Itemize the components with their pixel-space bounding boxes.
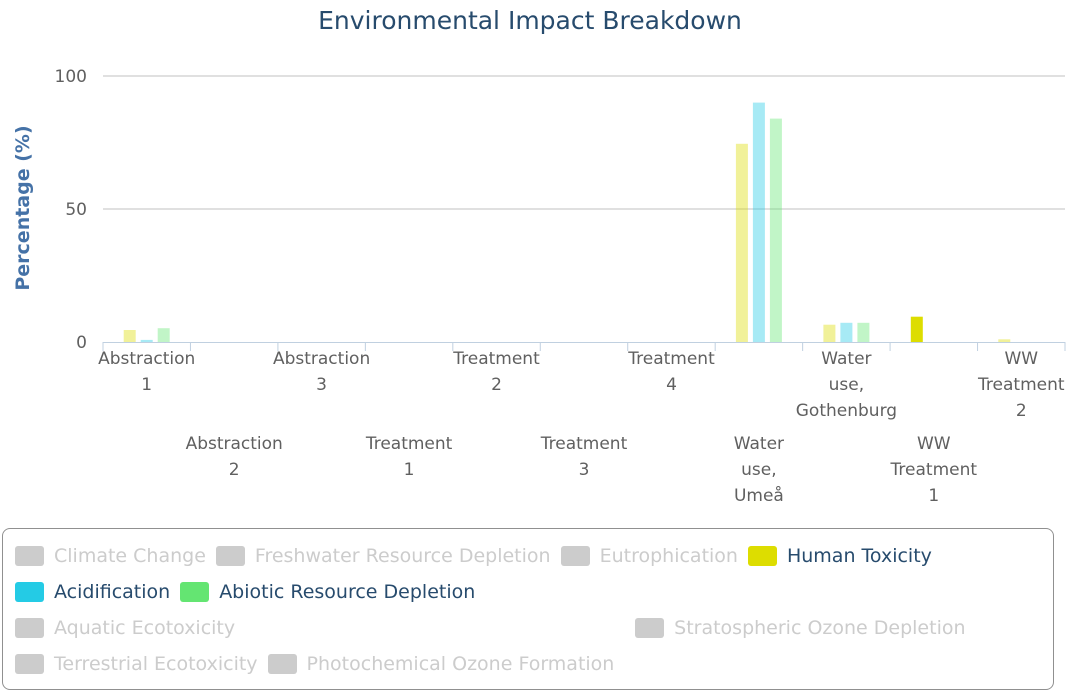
legend-swatch — [267, 654, 297, 674]
legend-label: Photochemical Ozone Formation — [306, 653, 615, 675]
legend-item[interactable]: Freshwater Resource Depletion — [215, 538, 551, 574]
x-tick-label: Treatment 2 — [452, 349, 540, 395]
x-tick-label: Water use, Umeå — [734, 434, 784, 506]
x-tick-label: Treatment 1 — [365, 434, 453, 480]
legend-item[interactable]: Abiotic Resource Depletion — [180, 574, 475, 610]
legend-label: Freshwater Resource Depletion — [254, 545, 551, 567]
legend-swatch — [180, 582, 210, 602]
legend-swatch — [15, 654, 44, 674]
legend-swatch — [15, 582, 44, 602]
bar[interactable] — [823, 324, 836, 342]
x-tick-label: WW Treatment 1 — [890, 434, 978, 506]
x-tick-label: Abstraction 1 — [98, 349, 195, 395]
legend-label: Terrestrial Ecotoxicity — [54, 653, 258, 675]
legend-label: Abiotic Resource Depletion — [219, 581, 476, 603]
legend-label: Stratospheric Ozone Depletion — [674, 617, 966, 639]
legend-label: Climate Change — [54, 545, 206, 567]
x-tick-label: Abstraction 3 — [273, 349, 370, 395]
y-axis-ticks: 0 50 100 — [55, 67, 87, 353]
legend-item[interactable]: Acidification — [15, 574, 170, 610]
bar[interactable] — [840, 322, 853, 342]
y-axis-title: Percentage (%) — [12, 125, 34, 290]
legend-swatch — [635, 618, 665, 638]
bar[interactable] — [123, 330, 136, 342]
bar[interactable] — [910, 316, 923, 342]
x-tick-label: Water use, Gothenburg — [796, 349, 897, 421]
legend-label: Human Toxicity — [786, 545, 932, 567]
x-tick-label: Treatment 4 — [627, 349, 715, 395]
legend: Climate Change Freshwater Resource Deplet… — [2, 528, 1054, 690]
legend-item[interactable]: Eutrophication — [560, 538, 738, 574]
y-tick-label: 0 — [76, 333, 87, 353]
bar[interactable] — [735, 143, 748, 342]
legend-swatch — [15, 546, 44, 566]
plot-area — [123, 102, 1011, 342]
legend-item[interactable]: Stratospheric Ozone Depletion — [635, 610, 966, 646]
chart: Environmental Impact Breakdown Percentag… — [12, 6, 1066, 506]
legend-item[interactable]: Terrestrial Ecotoxicity — [15, 646, 258, 682]
bar[interactable] — [998, 339, 1011, 342]
y-tick-label: 50 — [65, 200, 87, 220]
bar[interactable] — [857, 322, 870, 342]
x-tick-label: WW Treatment 2 — [977, 349, 1065, 421]
legend-item[interactable]: Aquatic Ecotoxicity — [15, 610, 235, 646]
bar[interactable] — [752, 102, 765, 342]
legend-swatch — [560, 546, 590, 566]
legend-swatch — [15, 618, 44, 638]
legend-swatch — [215, 546, 245, 566]
x-tick-label: Treatment 3 — [540, 434, 628, 480]
bar[interactable] — [157, 328, 170, 342]
legend-swatch — [747, 546, 777, 566]
legend-label: Acidification — [54, 581, 171, 603]
legend-item[interactable]: Human Toxicity — [747, 538, 932, 574]
x-axis: Abstraction 1 Abstraction 2 Abstraction 3 Trea… — [98, 342, 1066, 506]
legend-item[interactable]: Photochemical Ozone Formation — [267, 646, 615, 682]
grid-lines — [103, 75, 1065, 210]
legend-label: Aquatic Ecotoxicity — [54, 617, 236, 639]
bar[interactable] — [769, 118, 782, 342]
chart-title: Environmental Impact Breakdown — [318, 6, 742, 35]
x-tick-label: Abstraction 2 — [186, 434, 283, 480]
legend-label: Eutrophication — [599, 545, 738, 567]
y-tick-label: 100 — [55, 67, 87, 87]
legend-item[interactable]: Climate Change — [15, 538, 206, 574]
bar[interactable] — [140, 339, 153, 342]
